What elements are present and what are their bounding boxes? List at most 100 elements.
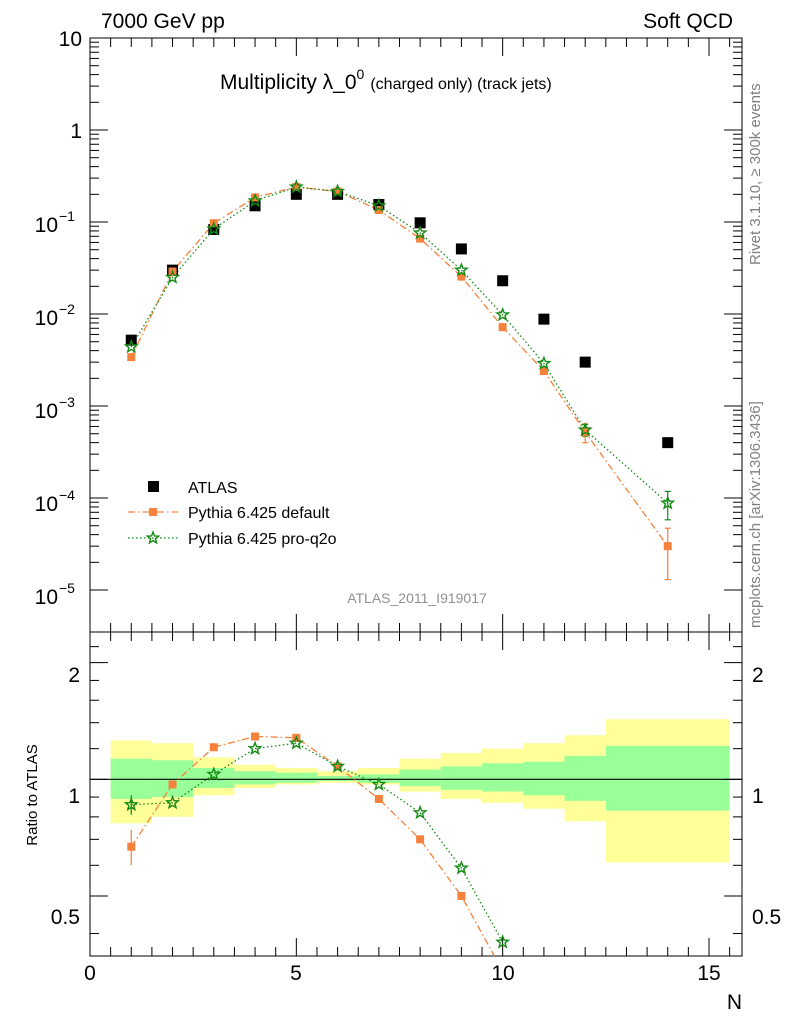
atlas-point [249,200,261,212]
default-point [292,183,301,192]
default-point [539,367,548,376]
atlas-point [208,223,220,235]
proq2o-point [412,224,428,240]
main-y-tick-base: 10 [35,307,58,330]
main-y-tick-label: 10 [35,214,58,237]
proq2o-point [329,183,346,198]
legend-proq2o-marker [145,530,161,545]
main-y-tick-base: 10 [35,214,58,237]
legend-default-label: Pythia 6.425 default [188,505,330,522]
main-y-tick-labels: 10 1 10 −1 10 −2 10 −3 10 −4 10 −5 [35,28,82,609]
default-point [333,187,342,196]
x-tick-label: 10 [491,962,514,985]
ratio-data [123,732,511,956]
ratio-y-tick-labels: 2 1 0.5 2 1 0.5 [51,664,781,929]
legend: ATLAS Pythia 6.425 default Pythia 6.425 … [128,480,337,548]
default-point [251,193,260,202]
ratio-default-point [251,732,260,741]
default-point [127,353,136,362]
main-y-tick-label: 10 [35,400,58,423]
proq2o-point [371,197,387,213]
ratio-proq2o-point [412,804,428,820]
ratio-proq2o-point [247,740,263,756]
ratio-y-tick-label-right: 1 [752,785,764,808]
proq2o-point [123,338,139,354]
band-inner [275,772,317,783]
main-y-tick-base: 10 [35,400,58,423]
atlas-point [662,437,674,449]
default-point [663,542,672,551]
proq2o-point [453,262,470,277]
ratio-y-tick-label: 2 [68,664,80,687]
band-inner [234,771,276,785]
ratio-proq2o-point [329,758,346,773]
legend-default-marker [149,508,157,516]
chart-title-main: Multiplicity λ_0 [220,71,357,94]
ratio-proq2o-point [206,766,222,781]
ratio-proq2o-line [131,742,504,943]
main-y-tick-label: 10 [59,28,82,51]
band-inner [440,766,483,790]
proq2o-point [495,306,511,322]
ratio-proq2o-point [164,794,181,810]
atlas-point [414,217,426,229]
side-rivet: Rivet 3.1.10, ≥ 300k events [747,83,764,265]
ratio-y-tick-label: 1 [68,785,80,808]
ratio-y-tick-label-right: 0.5 [752,906,781,929]
main-y-tick-exp: −2 [59,301,75,317]
main-y-tick-base: 10 [35,586,58,609]
main-y-tick-exp: −1 [59,208,75,224]
ratio-default-point [209,743,218,752]
atlas-point [373,199,385,211]
legend-atlas-label: ATLAS [188,480,238,497]
default-point [416,234,425,243]
band-inner [193,767,235,788]
ratio-proq2o-point [371,776,387,791]
x-tick-labels: 0 5 10 15 [84,962,721,985]
header-right: Soft QCD [643,10,733,33]
ratio-default-point [168,780,177,789]
ratio-proq2o-point [288,735,304,750]
ratio-default-point [127,842,136,851]
ratio-default-point [416,835,425,844]
proq2o-point [577,421,593,437]
ratio-default-point [374,794,383,803]
x-axis-label: N [727,991,742,1014]
proq2o-point [206,220,222,236]
chart-title: Multiplicity λ_00 (charged only) (track j… [220,66,552,94]
band-inner [316,775,359,782]
band-inner [399,769,441,787]
band-inner [605,745,730,811]
watermark: ATLAS_2011_I919017 [347,590,487,606]
x-tick-label: 5 [290,962,302,985]
legend-proq2o-label: Pythia 6.425 pro-q2o [188,531,337,548]
main-y-tick-label: 10 [35,493,58,516]
atlas-point [579,356,591,368]
default-point [498,323,507,332]
band-inner [564,755,606,801]
main-y-tick-label: 10 [35,586,58,609]
atlas-point [497,275,509,287]
band-inner [523,761,565,796]
proq2o-point [164,269,181,284]
ratio-proq2o-point [123,796,139,812]
ratio-y-tick-label-right: 2 [752,664,764,687]
legend-atlas-marker [148,481,159,492]
main-y-tick-label: 10 [35,307,58,330]
default-point [374,206,383,215]
main-y-tick-exp: −4 [59,487,75,503]
main-y-tick-base: 10 [35,493,58,516]
main-y-tick-exp: −3 [59,394,75,410]
band-inner [482,763,524,792]
proq2o-point [536,355,552,370]
ratio-frame [89,631,743,957]
default-point [457,272,466,281]
ratio-proq2o-point [495,934,511,949]
proq2o-point [288,179,304,194]
atlas-point [290,188,302,200]
x-tick-label: 0 [84,962,96,985]
proq2o-point [247,192,263,208]
header-left: 7000 GeV pp [101,10,225,33]
ratio-series [123,732,511,956]
